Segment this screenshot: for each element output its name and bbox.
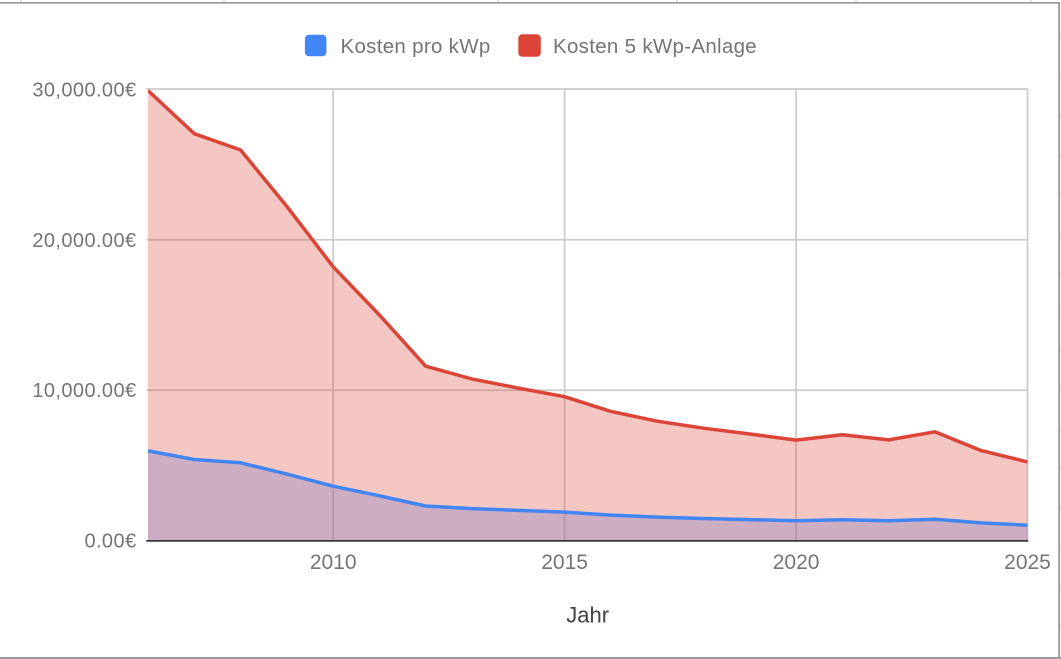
svg-text:2010: 2010 [310,551,357,574]
svg-text:20,000.00€: 20,000.00€ [32,230,136,252]
svg-text:0.00€: 0.00€ [84,530,136,552]
svg-text:2020: 2020 [773,551,820,574]
svg-text:2025: 2025 [1004,551,1051,574]
svg-text:2015: 2015 [541,551,588,574]
svg-text:30,000.00€: 30,000.00€ [32,79,136,101]
svg-text:Kosten 5 kWp-Anlage: Kosten 5 kWp-Anlage [553,35,757,58]
svg-text:10,000.00€: 10,000.00€ [32,380,136,402]
svg-text:Kosten pro kWp: Kosten pro kWp [341,35,491,58]
svg-text:Jahr: Jahr [566,603,609,628]
